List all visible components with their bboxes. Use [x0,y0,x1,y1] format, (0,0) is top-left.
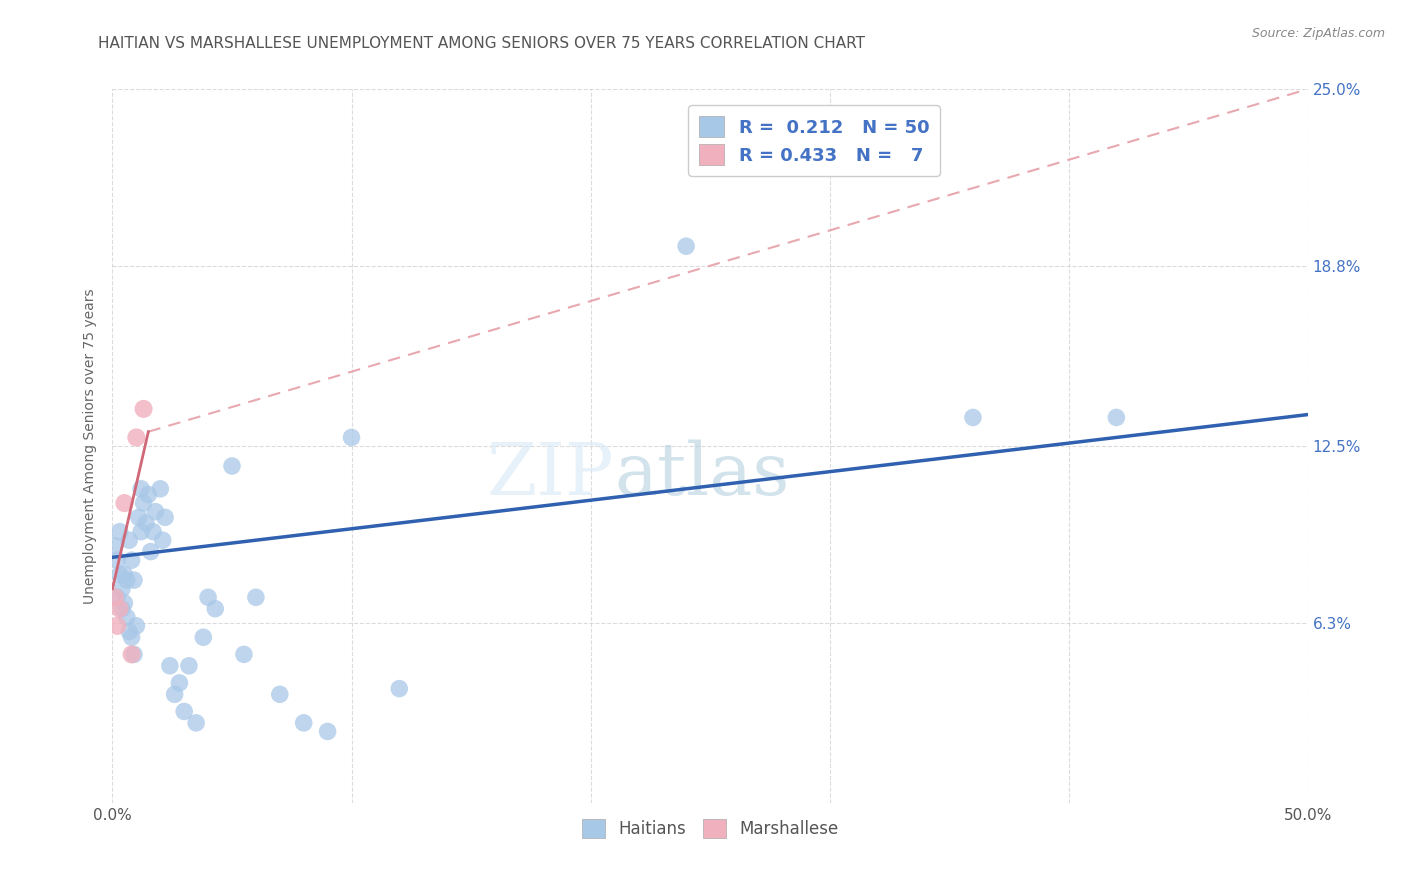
Point [388,681,411,696]
Point [186,715,208,730]
Point [129,524,152,539]
Point [104,591,127,605]
Point [139,544,162,558]
Point [204,601,226,615]
Point [163,687,186,701]
Point [135,516,157,530]
Point [177,658,200,673]
Point [108,601,131,615]
Point [114,496,135,510]
Point [292,715,315,730]
Point [173,705,195,719]
Point [197,591,219,605]
Point [115,610,138,624]
Point [153,510,176,524]
Point [114,596,135,610]
Text: HAITIAN VS MARSHALLESE UNEMPLOYMENT AMONG SENIORS OVER 75 YEARS CORRELATION CHAR: HAITIAN VS MARSHALLESE UNEMPLOYMENT AMON… [98,36,866,51]
Point [340,430,363,444]
Point [193,630,215,644]
Point [105,619,128,633]
Legend: Haitians, Marshallese: Haitians, Marshallese [575,812,845,845]
Point [128,510,150,524]
Point [159,658,181,673]
Point [105,553,128,567]
Point [121,648,143,662]
Point [221,458,243,473]
Point [115,573,138,587]
Point [142,524,165,539]
Point [233,648,256,662]
Point [114,567,135,582]
Point [108,524,131,539]
Point [1105,410,1128,425]
Point [129,482,152,496]
Point [145,505,167,519]
Point [104,539,127,553]
Text: Source: ZipAtlas.com: Source: ZipAtlas.com [1251,27,1385,40]
Point [125,430,148,444]
Text: atlas: atlas [614,439,790,510]
Point [132,401,155,416]
Text: ZIP: ZIP [486,439,614,510]
Point [132,496,155,510]
Point [152,533,174,548]
Point [108,567,131,582]
Point [675,239,697,253]
Point [269,687,291,701]
Point [316,724,339,739]
Point [149,482,172,496]
Point [118,624,141,639]
Point [138,487,160,501]
Point [125,619,148,633]
Point [121,630,143,644]
Point [111,601,134,615]
Point [118,533,141,548]
Point [962,410,984,425]
Point [122,573,145,587]
Y-axis label: Unemployment Among Seniors over 75 years: Unemployment Among Seniors over 75 years [83,288,97,604]
Point [122,648,145,662]
Point [121,553,143,567]
Point [105,591,128,605]
Point [111,582,134,596]
Point [245,591,267,605]
Point [169,676,191,690]
